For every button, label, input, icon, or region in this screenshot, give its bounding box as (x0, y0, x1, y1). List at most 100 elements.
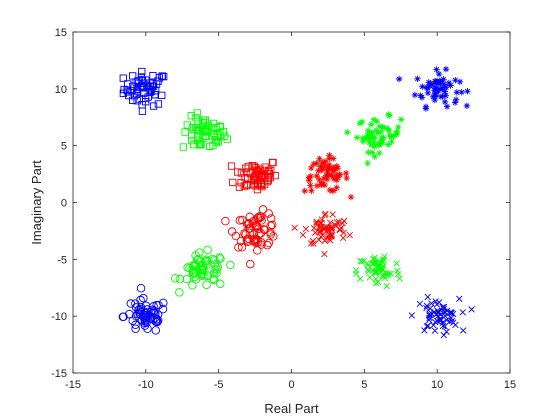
data-point (326, 155, 333, 162)
data-point (244, 219, 254, 228)
data-point (364, 131, 371, 139)
data-point (328, 172, 335, 179)
data-point (424, 293, 431, 301)
data-point (264, 209, 273, 218)
data-point (371, 256, 378, 264)
data-point (459, 309, 466, 316)
cluster-x (352, 253, 403, 290)
data-point (202, 280, 211, 290)
data-point (464, 87, 471, 95)
data-point (361, 135, 369, 142)
data-point (160, 72, 168, 81)
data-point (330, 164, 337, 171)
data-point (375, 264, 382, 271)
data-point (192, 114, 200, 122)
data-point (129, 72, 137, 80)
data-point (246, 259, 255, 269)
data-point (423, 323, 431, 330)
data-point (241, 164, 250, 172)
data-point (139, 293, 148, 303)
data-point (319, 166, 327, 173)
data-point (131, 324, 140, 334)
data-point (344, 129, 351, 136)
data-point (440, 81, 448, 88)
data-point (376, 123, 383, 130)
data-point (133, 90, 141, 98)
data-point (336, 171, 344, 178)
data-point (395, 75, 403, 83)
data-point (372, 280, 380, 287)
data-point (367, 141, 375, 149)
data-point (376, 141, 383, 149)
data-point (197, 266, 207, 275)
data-point (431, 327, 439, 334)
data-point (123, 86, 131, 94)
data-point (203, 127, 211, 135)
data-point (151, 326, 161, 335)
y-tick-label: 0 (61, 198, 67, 210)
data-point (441, 88, 449, 95)
data-point (201, 132, 209, 140)
data-point (214, 137, 222, 146)
data-point (372, 269, 380, 276)
data-point (441, 310, 448, 317)
data-point (255, 211, 265, 221)
data-point (353, 134, 361, 141)
data-point (435, 80, 443, 87)
data-point (331, 167, 338, 174)
data-point (330, 187, 338, 194)
data-point (229, 178, 237, 187)
data-point (327, 219, 334, 226)
data-point (333, 162, 340, 170)
data-point (426, 312, 433, 319)
data-point (333, 184, 340, 191)
data-point (271, 171, 279, 180)
data-point (119, 74, 127, 82)
data-point (317, 163, 324, 170)
data-point (440, 332, 448, 339)
data-point (142, 310, 151, 320)
data-point (313, 172, 320, 180)
data-point (244, 224, 254, 233)
data-point (366, 139, 373, 146)
data-point (456, 78, 464, 86)
data-point (149, 72, 157, 80)
data-point (206, 142, 214, 150)
data-point (246, 169, 254, 177)
data-point (238, 215, 247, 225)
data-point (347, 193, 355, 201)
data-point (334, 165, 342, 172)
x-ticks: -15 -10 -5 0 5 10 15 (65, 32, 516, 391)
y-tick-label: 10 (55, 84, 67, 96)
data-point (364, 127, 372, 134)
data-point (340, 229, 347, 236)
y-tick-label: -5 (57, 254, 67, 266)
data-point (393, 129, 400, 137)
data-point (134, 305, 143, 315)
data-point (378, 134, 385, 142)
x-tick-label: -5 (214, 379, 224, 391)
data-point (339, 234, 347, 242)
data-point (364, 160, 371, 167)
data-point (447, 82, 454, 89)
cluster-asterisk (395, 65, 471, 112)
data-point (237, 243, 247, 252)
data-point (369, 149, 376, 156)
data-point (203, 245, 212, 255)
data-point (208, 254, 217, 264)
data-point (241, 173, 249, 182)
cluster-circle (118, 283, 168, 335)
data-point (419, 83, 426, 90)
data-point (334, 174, 342, 181)
data-point (423, 304, 430, 312)
data-point (254, 224, 263, 234)
data-point (313, 160, 320, 167)
data-point (343, 174, 350, 182)
data-point (448, 314, 455, 322)
data-point (193, 125, 201, 133)
data-point (231, 231, 241, 241)
data-point (313, 220, 320, 227)
x-tick-label: 0 (288, 379, 294, 391)
data-point (318, 219, 325, 227)
